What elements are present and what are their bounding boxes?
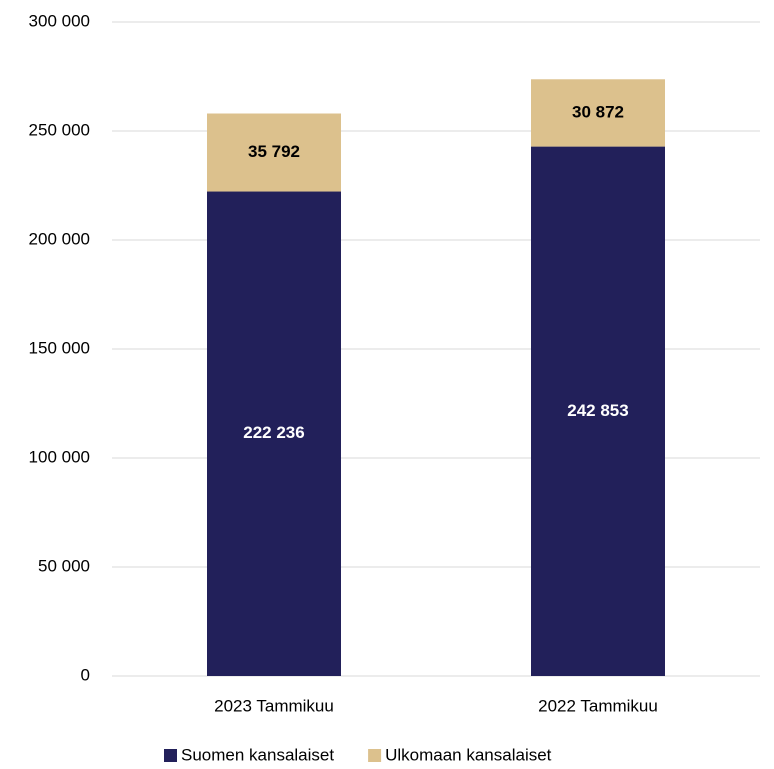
x-tick-label: 2023 Tammikuu — [214, 696, 334, 715]
data-label: 35 792 — [248, 142, 300, 161]
data-label: 222 236 — [243, 423, 304, 442]
bar-segment — [207, 113, 341, 192]
legend-swatch — [368, 749, 382, 762]
legend-label: Ulkomaan kansalaiset — [385, 745, 552, 764]
x-tick-label: 2022 Tammikuu — [538, 696, 658, 715]
bar-segment — [531, 146, 665, 677]
y-tick-label: 100 000 — [29, 447, 90, 466]
y-tick-label: 0 — [81, 665, 90, 684]
y-tick-label: 200 000 — [29, 229, 90, 248]
y-tick-label: 250 000 — [29, 120, 90, 139]
y-tick-label: 150 000 — [29, 338, 90, 357]
y-tick-label: 50 000 — [38, 556, 90, 575]
data-label: 242 853 — [567, 401, 628, 420]
legend-label: Suomen kansalaiset — [181, 745, 334, 764]
legend-swatch — [164, 749, 177, 762]
data-label: 30 872 — [572, 102, 624, 121]
bar-segment — [531, 79, 665, 147]
bar-segment — [207, 191, 341, 676]
y-tick-label: 300 000 — [29, 11, 90, 30]
